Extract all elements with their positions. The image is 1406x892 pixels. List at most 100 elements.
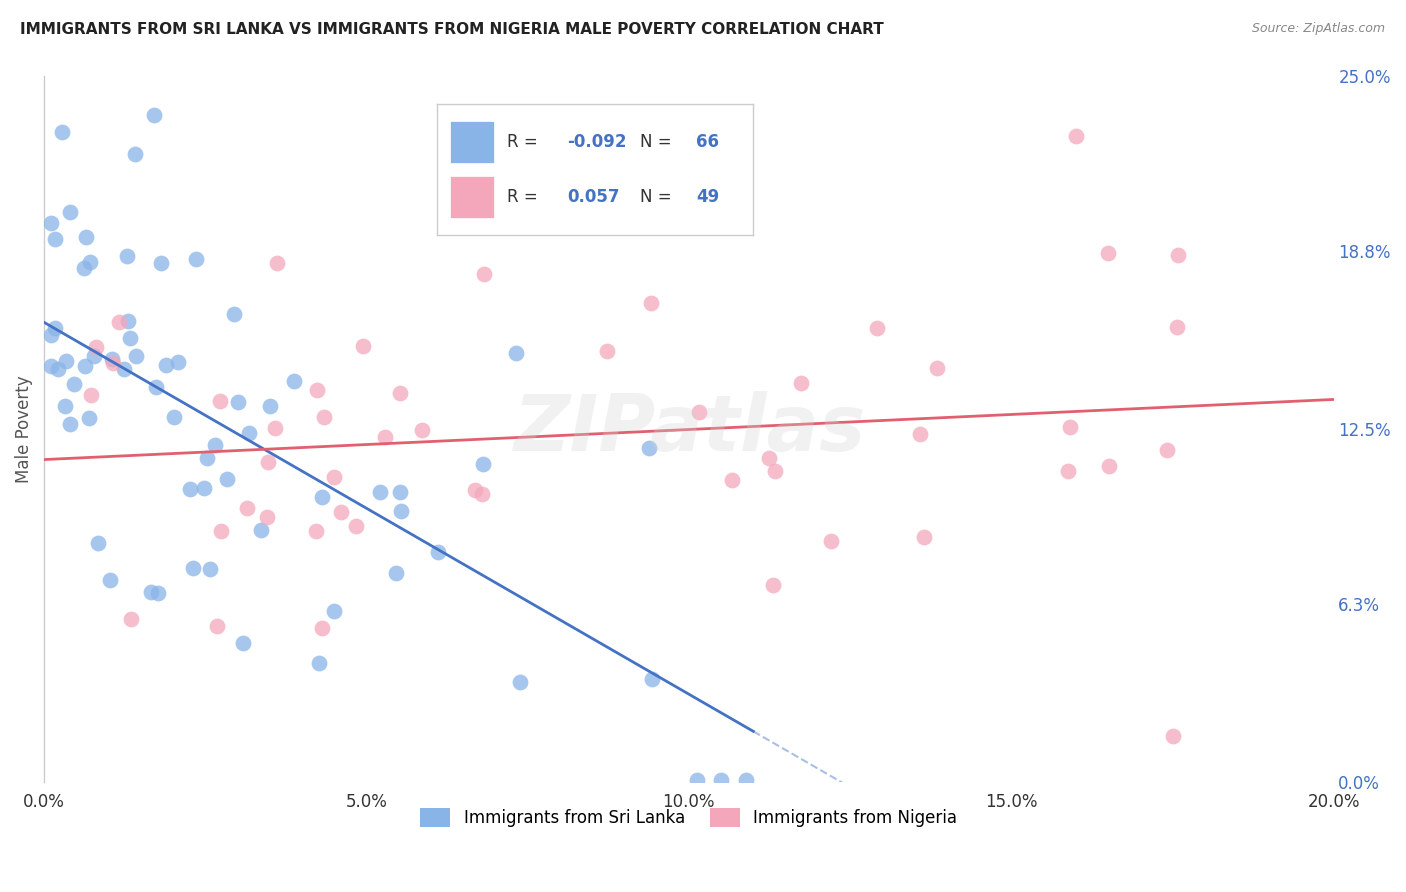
- Point: [228, 395, 250, 409]
- Point: [59, 417, 82, 431]
- Point: [311, 622, 333, 636]
- Point: [1166, 248, 1188, 262]
- Point: [205, 619, 228, 633]
- Text: ZIPatlas: ZIPatlas: [513, 391, 865, 467]
- Point: [39, 328, 62, 343]
- Point: [167, 355, 190, 369]
- Point: [763, 464, 786, 478]
- Point: [640, 296, 662, 310]
- Point: [259, 399, 281, 413]
- Point: [235, 500, 257, 515]
- Point: [238, 425, 260, 440]
- Point: [866, 320, 889, 334]
- Point: [39, 216, 62, 230]
- Point: [1156, 443, 1178, 458]
- Point: [426, 545, 449, 559]
- Point: [641, 672, 664, 686]
- Point: [385, 566, 408, 580]
- Point: [217, 472, 239, 486]
- Point: [184, 252, 207, 266]
- Point: [117, 313, 139, 327]
- Point: [145, 379, 167, 393]
- Point: [471, 486, 494, 500]
- Point: [329, 505, 352, 519]
- Point: [1057, 464, 1080, 478]
- Point: [84, 340, 107, 354]
- Point: [143, 108, 166, 122]
- Point: [112, 362, 135, 376]
- Point: [148, 586, 170, 600]
- Text: Source: ZipAtlas.com: Source: ZipAtlas.com: [1251, 22, 1385, 36]
- Point: [352, 339, 374, 353]
- Point: [73, 260, 96, 275]
- Point: [388, 386, 411, 401]
- Point: [927, 361, 949, 376]
- Point: [120, 612, 142, 626]
- Point: [101, 352, 124, 367]
- Point: [117, 249, 139, 263]
- Point: [1166, 319, 1188, 334]
- Text: IMMIGRANTS FROM SRI LANKA VS IMMIGRANTS FROM NIGERIA MALE POVERTY CORRELATION CH: IMMIGRANTS FROM SRI LANKA VS IMMIGRANTS …: [20, 22, 883, 37]
- Point: [193, 481, 215, 495]
- Point: [721, 473, 744, 487]
- Point: [735, 772, 758, 787]
- Point: [256, 510, 278, 524]
- Point: [209, 524, 232, 538]
- Point: [125, 349, 148, 363]
- Point: [139, 585, 162, 599]
- Point: [59, 205, 82, 219]
- Point: [44, 232, 66, 246]
- Point: [155, 358, 177, 372]
- Point: [87, 536, 110, 550]
- Point: [464, 483, 486, 497]
- Point: [149, 256, 172, 270]
- Point: [686, 772, 709, 787]
- Point: [472, 457, 495, 471]
- Legend: Immigrants from Sri Lanka, Immigrants from Nigeria: Immigrants from Sri Lanka, Immigrants fr…: [413, 802, 965, 834]
- Point: [389, 504, 412, 518]
- Point: [108, 315, 131, 329]
- Point: [368, 484, 391, 499]
- Point: [53, 399, 76, 413]
- Point: [710, 772, 733, 787]
- Point: [1097, 246, 1119, 260]
- Point: [62, 377, 84, 392]
- Point: [307, 383, 329, 397]
- Point: [762, 578, 785, 592]
- Point: [249, 523, 271, 537]
- Point: [758, 450, 780, 465]
- Point: [322, 470, 344, 484]
- Point: [308, 656, 330, 670]
- Point: [820, 533, 842, 548]
- Y-axis label: Male Poverty: Male Poverty: [15, 376, 32, 483]
- Point: [209, 394, 232, 409]
- Point: [908, 427, 931, 442]
- Point: [1098, 458, 1121, 473]
- Point: [44, 321, 66, 335]
- Point: [163, 410, 186, 425]
- Point: [266, 256, 288, 270]
- Point: [790, 376, 813, 390]
- Point: [1161, 729, 1184, 743]
- Point: [181, 560, 204, 574]
- Point: [51, 125, 73, 139]
- Point: [257, 455, 280, 469]
- Point: [638, 441, 661, 455]
- Point: [75, 229, 97, 244]
- Point: [912, 530, 935, 544]
- Point: [101, 356, 124, 370]
- Point: [222, 307, 245, 321]
- Point: [283, 374, 305, 388]
- Point: [124, 147, 146, 161]
- Point: [472, 268, 495, 282]
- Point: [1064, 129, 1087, 144]
- Point: [80, 388, 103, 402]
- Point: [46, 362, 69, 376]
- Point: [39, 359, 62, 373]
- Point: [118, 331, 141, 345]
- Point: [596, 344, 619, 359]
- Point: [83, 350, 105, 364]
- Point: [73, 359, 96, 374]
- Point: [505, 346, 527, 360]
- Point: [323, 604, 346, 618]
